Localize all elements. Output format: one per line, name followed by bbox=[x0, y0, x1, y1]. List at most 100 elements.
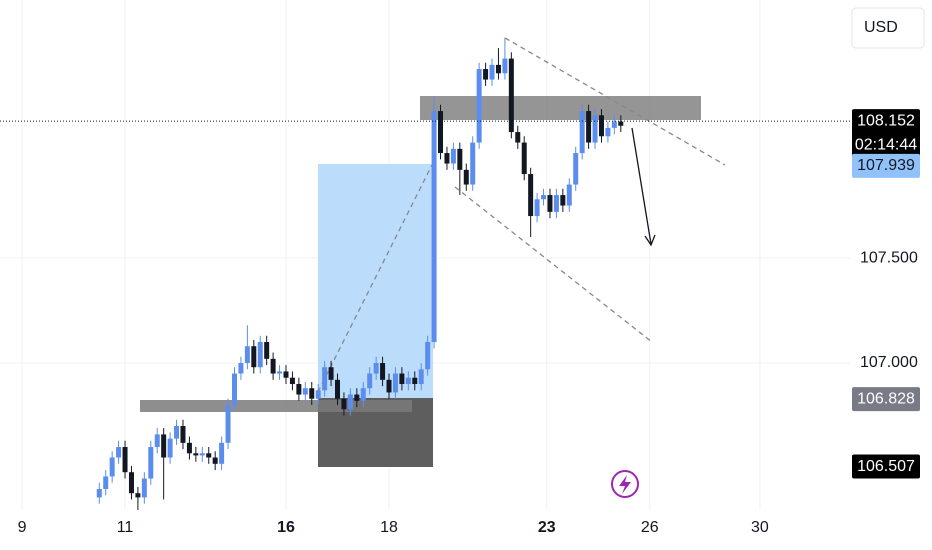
candle-body bbox=[412, 377, 418, 385]
candles bbox=[96, 37, 624, 510]
candle-body bbox=[611, 121, 617, 128]
candle-body bbox=[161, 434, 167, 458]
candle-body bbox=[373, 363, 379, 374]
candle-body bbox=[560, 195, 566, 206]
arrow-head bbox=[644, 234, 656, 247]
candle-body bbox=[103, 476, 109, 490]
price-label-box bbox=[852, 153, 920, 178]
candle-body bbox=[309, 388, 315, 399]
x-tick-label: 9 bbox=[18, 519, 27, 536]
price-label: 106.507 bbox=[857, 458, 915, 475]
current-price-box bbox=[852, 109, 920, 158]
candle-body bbox=[122, 447, 128, 473]
candle-body bbox=[508, 58, 514, 133]
currency-button[interactable] bbox=[851, 7, 925, 49]
candle-body bbox=[289, 377, 295, 385]
price-label: 107.939 bbox=[857, 157, 915, 174]
candle-body bbox=[598, 115, 604, 137]
x-tick-label: 30 bbox=[751, 519, 769, 536]
candle-body bbox=[495, 64, 501, 74]
candle-body bbox=[418, 369, 424, 385]
candle-body bbox=[251, 346, 257, 368]
candle-body bbox=[528, 174, 534, 217]
candle-body bbox=[206, 453, 212, 458]
candle-body bbox=[502, 58, 508, 74]
candle-body bbox=[438, 111, 444, 154]
candle-body bbox=[431, 111, 437, 343]
candle-body bbox=[186, 442, 192, 454]
candle-body bbox=[148, 447, 154, 479]
candle-body bbox=[347, 394, 353, 410]
candle-body bbox=[128, 472, 134, 494]
candle-body bbox=[573, 153, 579, 185]
candle-body bbox=[457, 148, 463, 170]
candle-body bbox=[244, 346, 250, 364]
support-zone bbox=[140, 400, 412, 412]
x-tick-label: 26 bbox=[641, 519, 659, 536]
long-target-zone bbox=[318, 164, 433, 398]
candle-body bbox=[470, 142, 476, 185]
candle-body bbox=[450, 148, 456, 164]
price-label-box bbox=[852, 387, 920, 412]
candle-body bbox=[341, 398, 347, 410]
candle-body bbox=[425, 342, 431, 370]
candle-body bbox=[483, 69, 489, 80]
currency: USD bbox=[864, 19, 898, 36]
candle-body bbox=[521, 142, 527, 175]
channel-lower bbox=[454, 186, 653, 343]
candle-body bbox=[515, 132, 521, 143]
candle-body bbox=[154, 434, 160, 448]
candle-body bbox=[335, 379, 341, 399]
candle-body bbox=[231, 373, 237, 406]
candle-body bbox=[225, 405, 231, 443]
candle-body bbox=[141, 478, 147, 498]
candle-body bbox=[167, 438, 173, 458]
candle-body bbox=[405, 377, 411, 385]
candle-body bbox=[135, 493, 141, 498]
candle-body bbox=[444, 153, 450, 164]
candle-body bbox=[354, 394, 360, 401]
candle-body bbox=[277, 371, 283, 374]
candle-body bbox=[174, 426, 180, 439]
candle-body bbox=[392, 373, 398, 393]
x-tick-label: 18 bbox=[380, 519, 398, 536]
candle-body bbox=[553, 195, 559, 212]
resistance-zone bbox=[420, 96, 701, 120]
trend-line bbox=[317, 164, 433, 393]
candle-body bbox=[541, 195, 547, 200]
candle-body bbox=[199, 453, 205, 456]
arrow bbox=[631, 127, 652, 245]
candle-body bbox=[283, 371, 289, 378]
candle-body bbox=[96, 489, 102, 498]
candle-body bbox=[322, 367, 328, 391]
candle-body bbox=[302, 388, 308, 395]
candle-body bbox=[315, 390, 321, 399]
event-icon[interactable] bbox=[611, 470, 639, 498]
current-price-label: 108.152 bbox=[857, 112, 915, 129]
candle-body bbox=[605, 127, 611, 137]
price-label-box bbox=[852, 454, 920, 479]
candle-body bbox=[360, 388, 366, 401]
candle-body bbox=[193, 453, 199, 456]
candle-body bbox=[547, 195, 553, 212]
candle-body bbox=[380, 363, 386, 380]
candle-body bbox=[463, 169, 469, 185]
price-label: 106.828 bbox=[857, 390, 915, 407]
candle-body bbox=[586, 111, 592, 143]
candle-body bbox=[219, 442, 225, 464]
candle-body bbox=[489, 64, 495, 80]
x-tick-label: 23 bbox=[538, 519, 556, 536]
x-tick-label: 11 bbox=[117, 519, 134, 536]
candle-body bbox=[534, 199, 540, 217]
countdown-label: 02:14:44 bbox=[855, 136, 917, 153]
y-tick-label: 107.000 bbox=[860, 354, 918, 371]
x-tick-label: 16 bbox=[277, 519, 295, 536]
candle-body bbox=[399, 373, 405, 385]
event-icon-bolt bbox=[619, 475, 631, 494]
candle-body bbox=[566, 184, 572, 206]
candle-body bbox=[212, 457, 218, 464]
candle-body bbox=[618, 121, 624, 126]
candle-body bbox=[257, 342, 263, 368]
candle-body bbox=[109, 457, 115, 477]
